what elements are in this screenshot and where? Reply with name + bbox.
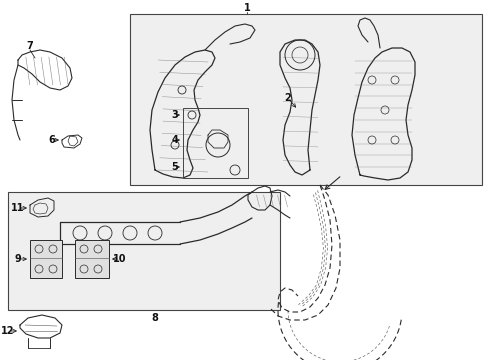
- Text: 2: 2: [284, 93, 291, 103]
- Text: 6: 6: [48, 135, 55, 145]
- Text: 8: 8: [151, 313, 158, 323]
- Text: 9: 9: [15, 254, 21, 264]
- Bar: [130, 14, 481, 185]
- Bar: [30, 240, 62, 278]
- Text: 7: 7: [26, 41, 33, 51]
- Text: 4: 4: [171, 135, 178, 145]
- Text: 11: 11: [11, 203, 25, 213]
- Text: 3: 3: [171, 110, 178, 120]
- Bar: [75, 240, 109, 278]
- Text: 1: 1: [243, 3, 250, 13]
- Bar: [8, 192, 280, 310]
- Text: 10: 10: [113, 254, 126, 264]
- Text: 12: 12: [1, 326, 15, 336]
- Bar: [183, 108, 247, 178]
- Text: 5: 5: [171, 162, 178, 172]
